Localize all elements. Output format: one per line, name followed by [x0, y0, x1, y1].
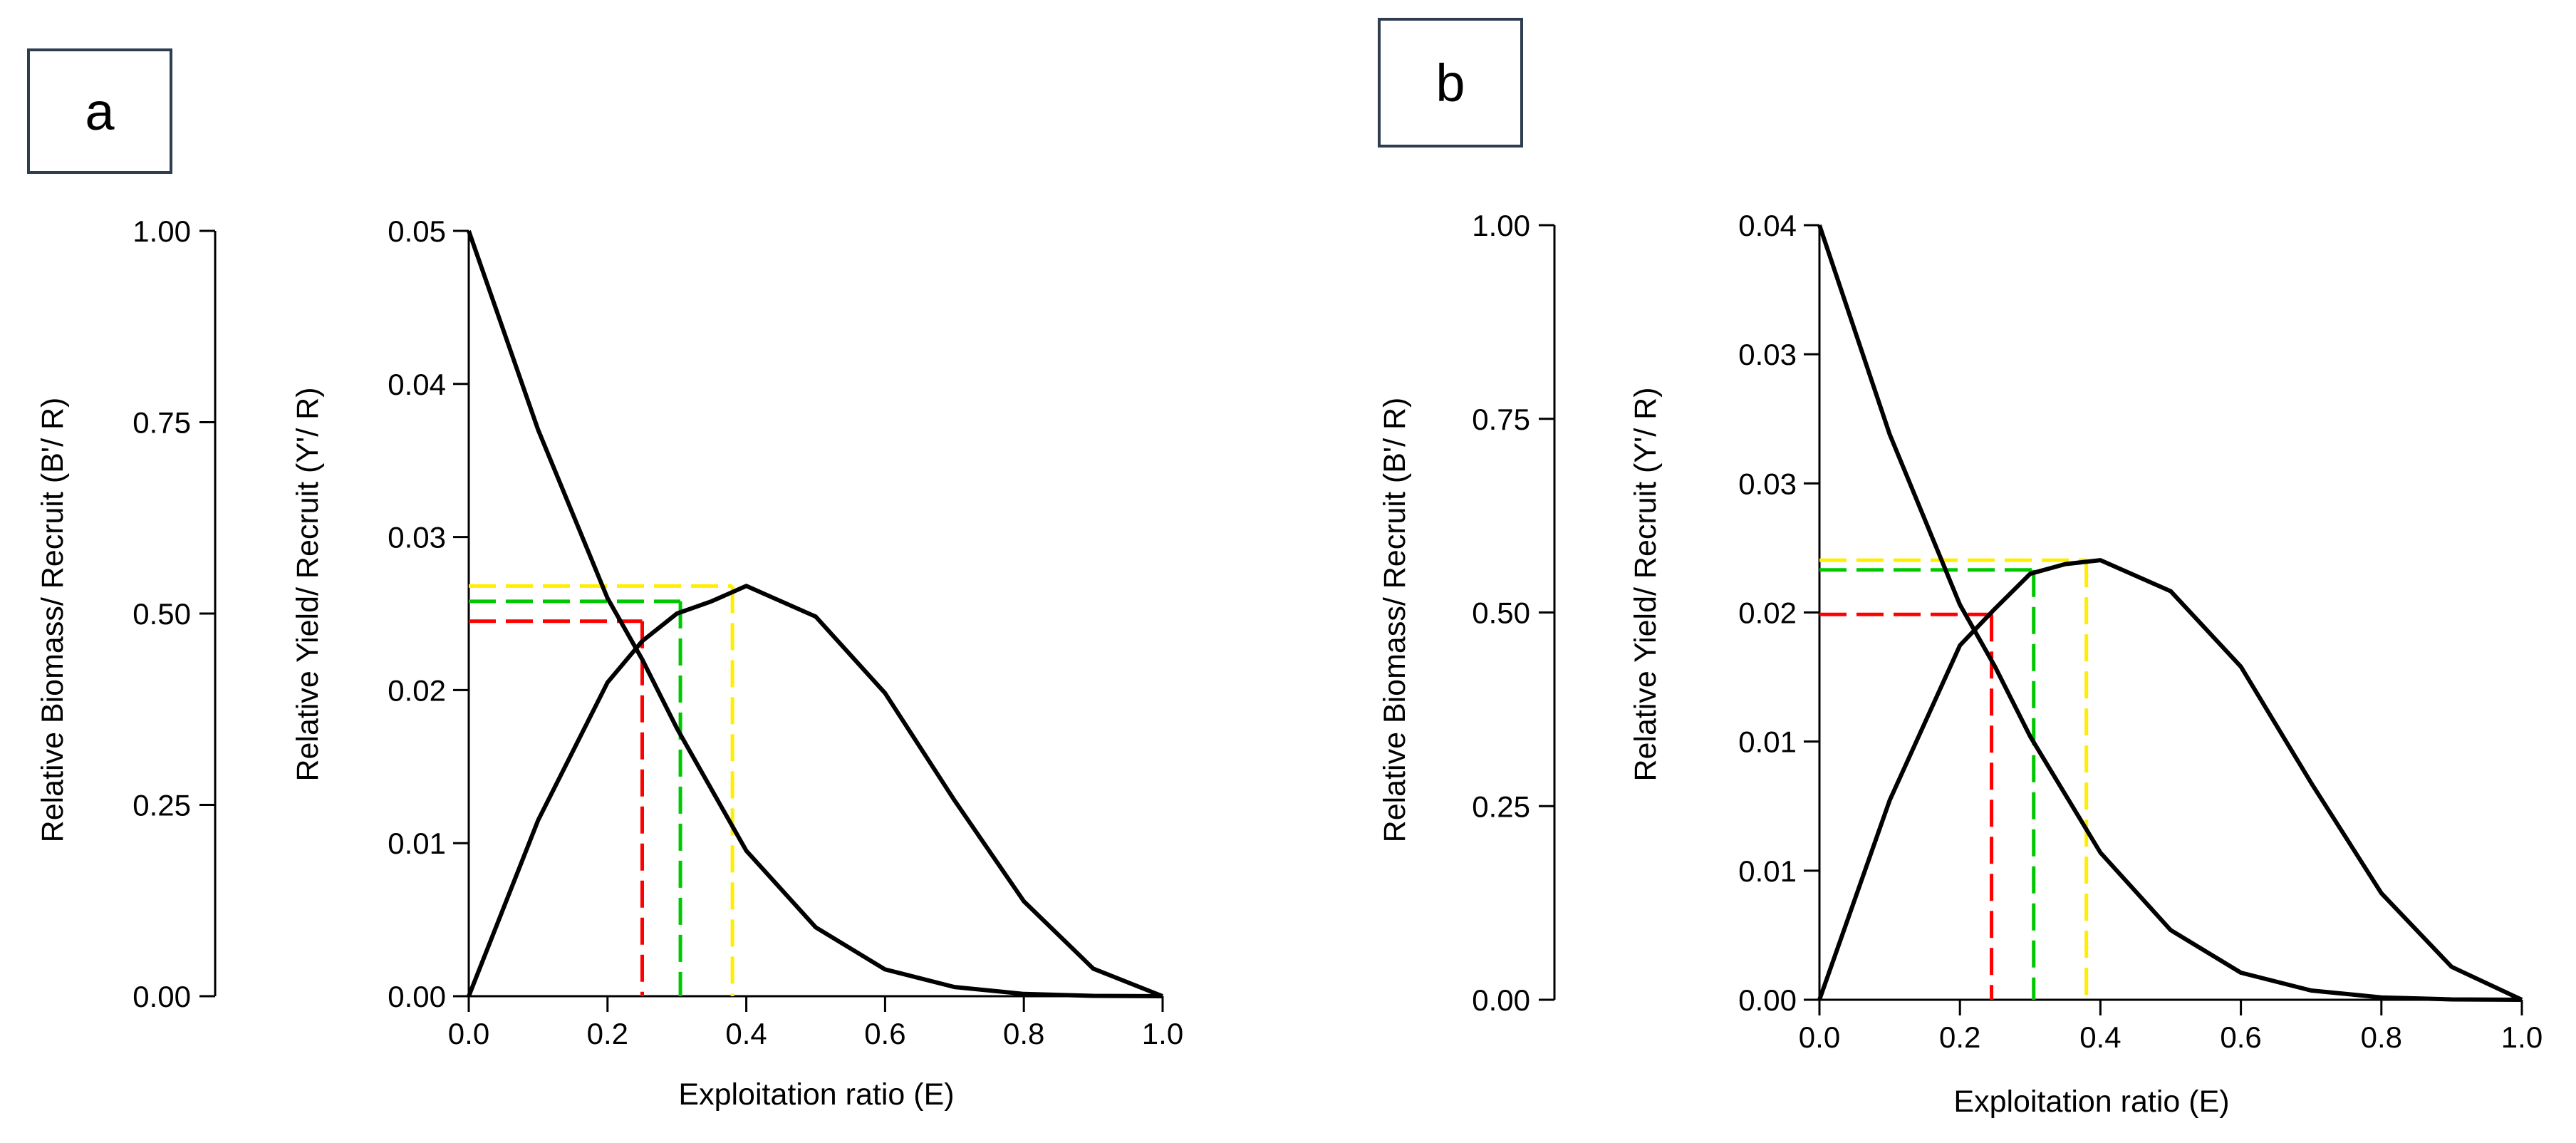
x-tick-label: 0.2	[1939, 1020, 1980, 1054]
yield-curve	[467, 584, 1164, 998]
biomass-curve	[467, 230, 1163, 998]
x-tick-label: 0.0	[448, 1017, 489, 1050]
right-tick-label: 0.00	[1738, 983, 1797, 1017]
left-y-axis: 0.00 0.25 0.50 0.75 1.00	[133, 214, 217, 1013]
right-tick-label: 0.01	[388, 827, 446, 860]
right-y-axis: 0.00 0.01 0.02 0.03 0.04 0.05	[388, 214, 470, 1013]
x-tick-label: 0.6	[2220, 1020, 2261, 1054]
right-tick-label: 0.01	[1738, 725, 1797, 759]
left-tick-label: 0.00	[1472, 983, 1530, 1017]
x-axis-title: Exploitation ratio (E)	[1953, 1085, 2229, 1119]
chart-svg: 0.000.250.500.751.00 0.000.010.010.020.0…	[1378, 209, 2543, 1119]
right-tick-label: 0.03	[1738, 338, 1797, 371]
left-y-axis: 0.00 0.25 0.50 0.75 1.00	[1472, 209, 1556, 1017]
right-tick-label: 0.04	[388, 368, 446, 401]
x-axis: 0.0 0.2 0.4 0.6 0.8 1.0	[448, 995, 1183, 1050]
left-y-axis-title: Relative Biomass/ Recruit (B'/ R)	[36, 398, 70, 843]
chart-svg: 0.000.250.500.751.00 0.000.010.020.030.0…	[36, 214, 1183, 1112]
right-y-axis: 0.00 0.01 0.01 0.02 0.03 0.03 0.04	[1738, 209, 1821, 1017]
left-y-axis-title: Relative Biomass/ Recruit (B'/ R)	[1378, 398, 1412, 843]
x-tick-label: 1.0	[1142, 1017, 1183, 1050]
right-tick-label: 0.04	[1738, 209, 1797, 242]
left-tick-label: 0.25	[1472, 790, 1530, 823]
right-tick-label: 0.05	[388, 214, 446, 248]
series-group	[1817, 224, 2523, 1002]
left-tick-label: 0.75	[1472, 403, 1530, 436]
left-tick-label: 0.50	[133, 597, 191, 631]
x-tick-label: 0.4	[725, 1017, 767, 1050]
right-tick-label: 0.01	[1738, 854, 1797, 888]
right-tick-label: 0.03	[388, 521, 446, 554]
x-tick-label: 0.4	[2079, 1020, 2121, 1054]
right-tick-label: 0.02	[1738, 596, 1797, 630]
chart-panel-a: a 0.00 0.25 0.50 0.75 1.00 0.00 0.01 0.02 0.03 0…	[0, 0, 1282, 1143]
right-tick-label: 0.03	[1738, 467, 1797, 500]
left-tick-label: 0.00	[133, 980, 191, 1013]
panel-label-box: a	[27, 48, 172, 174]
right-tick-label: 0.00	[388, 980, 446, 1013]
left-tick-label: 1.00	[1472, 209, 1530, 242]
left-tick-label: 1.00	[133, 214, 191, 248]
chart-panel-b: b 0.00 0.25 0.50 0.75 1.00 0.00 0.01 0.01 0.02 0…	[1282, 0, 2576, 1143]
x-tick-label: 0.8	[1003, 1017, 1044, 1050]
left-tick-label: 0.75	[133, 406, 191, 440]
series-group	[467, 230, 1164, 998]
x-tick-label: 0.0	[1799, 1020, 1840, 1054]
biomass-curve	[1817, 224, 2523, 1002]
left-tick-label: 0.25	[133, 789, 191, 822]
panel-label-box: b	[1378, 18, 1523, 148]
right-tick-label: 0.02	[388, 673, 446, 707]
right-y-axis-title: Relative Yield/ Recruit (Y'/ R)	[1629, 387, 1663, 781]
yield-curve	[1817, 558, 2523, 1002]
x-tick-label: 0.2	[587, 1017, 628, 1050]
reference-lines	[1819, 558, 2089, 1000]
x-tick-label: 1.0	[2501, 1020, 2543, 1054]
reference-lines	[469, 584, 734, 996]
x-axis-title: Exploitation ratio (E)	[678, 1077, 954, 1112]
x-axis: 0.0 0.2 0.4 0.6 0.8 1.0	[1799, 998, 2543, 1054]
left-tick-label: 0.50	[1472, 596, 1530, 630]
right-y-axis-title: Relative Yield/ Recruit (Y'/ R)	[291, 387, 325, 781]
x-tick-label: 0.6	[864, 1017, 905, 1050]
x-tick-label: 0.8	[2361, 1020, 2402, 1054]
